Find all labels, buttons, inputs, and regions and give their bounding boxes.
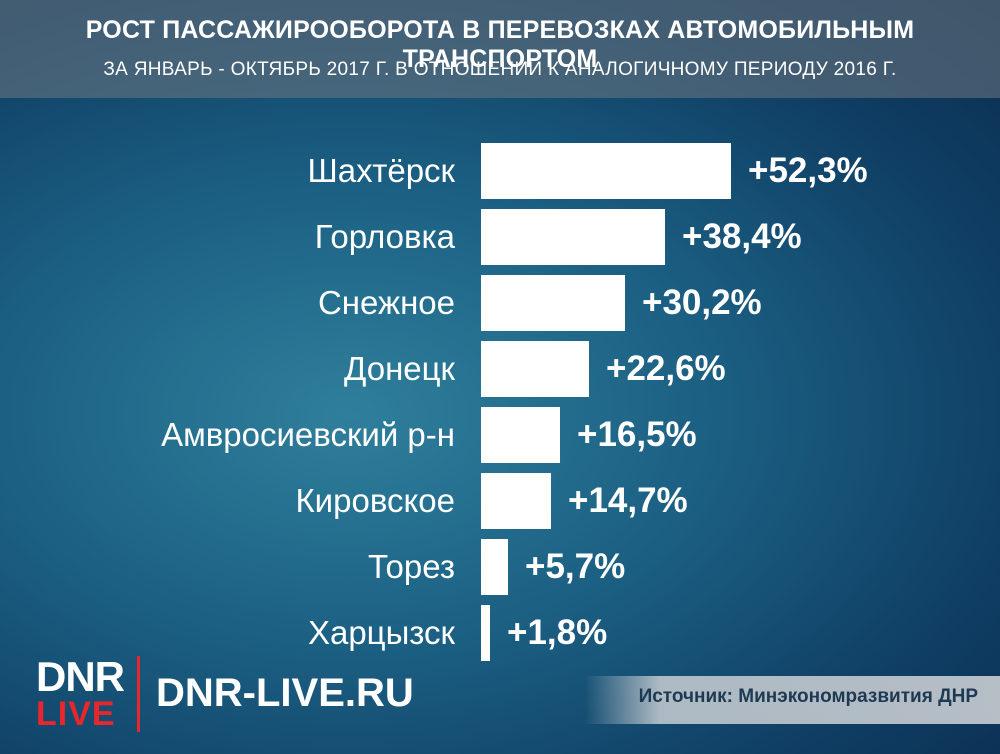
value-label: +38,4% (682, 217, 802, 256)
value-label: +16,5% (577, 415, 697, 454)
logo-dnr-text: DNR (36, 653, 125, 700)
value-label: +1,8% (507, 613, 608, 652)
source-text: Источник: Минэкономразвития ДНР (638, 686, 978, 707)
source-band (585, 676, 1000, 724)
bar (481, 143, 731, 199)
value-label: +22,6% (606, 349, 726, 388)
value-label: +14,7% (568, 481, 688, 520)
value-label: +52,3% (748, 151, 868, 190)
category-label: Кировское (295, 482, 455, 519)
bar (481, 605, 490, 661)
bar (481, 407, 560, 463)
bar (481, 473, 551, 529)
logo-divider (137, 656, 140, 732)
category-label: Торез (367, 548, 455, 585)
chart-subtitle: ЗА ЯНВАРЬ - ОКТЯБРЬ 2017 Г. В ОТНОШЕНИИ … (103, 59, 897, 80)
category-label: Шахтёрск (307, 152, 456, 189)
category-label: Горловка (314, 218, 455, 255)
category-label: Донецк (344, 350, 455, 387)
bar (481, 209, 665, 265)
logo-live-text: LIVE (36, 695, 116, 733)
category-label: Снежное (317, 284, 455, 321)
dnr-live-logo: DNR LIVE (36, 653, 126, 733)
category-label: Амвросиевский р-н (161, 416, 455, 453)
value-label: +5,7% (525, 547, 626, 586)
bar (481, 539, 508, 595)
bar (481, 275, 625, 331)
value-label: +30,2% (642, 283, 762, 322)
site-name: DNR-LIVE.RU (156, 671, 414, 715)
category-label: Харцызск (307, 614, 455, 651)
header-band: РОСТ ПАССАЖИРООБОРОТА В ПЕРЕВОЗКАХ АВТОМ… (0, 0, 1000, 98)
bar (481, 341, 589, 397)
chart-title: РОСТ ПАССАЖИРООБОРОТА В ПЕРЕВОЗКАХ АВТОМ… (85, 16, 915, 73)
